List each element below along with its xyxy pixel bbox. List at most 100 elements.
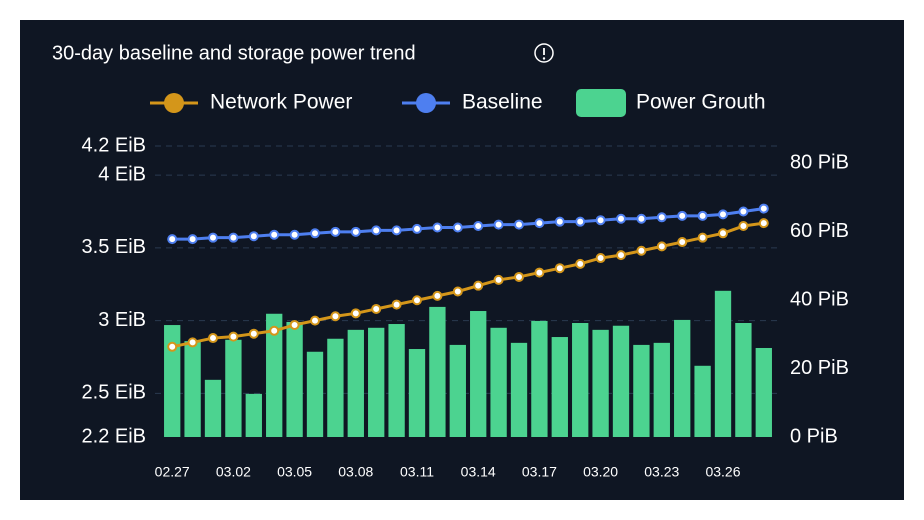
- bar: [592, 329, 609, 437]
- point: [758, 203, 769, 214]
- point: [514, 271, 524, 282]
- point: [432, 222, 443, 233]
- chart-title: 30-day baseline and storage power trend: [52, 42, 416, 64]
- point: [248, 231, 259, 242]
- point: [636, 245, 647, 256]
- point: [738, 221, 749, 232]
- point: [310, 228, 320, 239]
- point: [595, 215, 606, 226]
- bar: [368, 327, 385, 437]
- point: [269, 229, 280, 240]
- info-circle[interactable]: [534, 43, 554, 63]
- point: [330, 226, 341, 237]
- bar: [674, 319, 691, 437]
- point: [554, 216, 565, 227]
- bar: [633, 344, 650, 437]
- point: [534, 267, 545, 278]
- x-tick-label: 03.23: [644, 464, 679, 480]
- point: [208, 232, 218, 243]
- point: [697, 210, 708, 221]
- point: [616, 213, 626, 224]
- point: [208, 333, 218, 344]
- point: [310, 315, 320, 326]
- point: [371, 303, 382, 314]
- point: [391, 225, 402, 236]
- bar: [572, 322, 589, 437]
- point: [187, 234, 198, 245]
- plot: 2.2 EiB 2.5 EiB 3 EiB 3.5 EiB 4 EiB 4.2 EiB 0 …: [82, 134, 849, 479]
- bar: [347, 329, 364, 437]
- point: [656, 241, 667, 252]
- bar: [735, 322, 752, 437]
- point: [636, 213, 647, 224]
- bar: [327, 338, 344, 437]
- x-tick-label: 03.26: [705, 464, 740, 480]
- bar: [204, 379, 222, 437]
- point: [493, 219, 504, 230]
- bar: [694, 365, 711, 437]
- y2-tick-label: 80 PiB: [790, 151, 849, 173]
- y-tick-label: 3.5 EiB: [82, 236, 146, 258]
- bar: [551, 337, 568, 437]
- point: [473, 280, 484, 291]
- y-tick-label: 4.2 EiB: [82, 134, 146, 156]
- bar: [755, 347, 772, 437]
- x-tick-label: 03.14: [461, 464, 496, 480]
- point: [718, 209, 728, 220]
- y2-tick-label: 40 PiB: [790, 288, 849, 310]
- bar: [245, 393, 262, 437]
- legend-swatch: [576, 89, 626, 117]
- bar: [714, 290, 732, 437]
- bar: [388, 324, 405, 437]
- point: [575, 258, 586, 269]
- point: [391, 299, 402, 310]
- bar: [266, 313, 283, 437]
- point: [187, 337, 198, 348]
- x-tick-label: 03.02: [216, 464, 251, 480]
- point: [677, 237, 688, 248]
- bar: [531, 320, 548, 437]
- legend-label: Baseline: [462, 91, 543, 114]
- point: [452, 286, 463, 297]
- y2-tick-label: 0 PiB: [790, 425, 838, 447]
- point: [473, 221, 484, 232]
- bar: [164, 325, 181, 437]
- info-dot[interactable]: [542, 57, 546, 60]
- legend-label: Network Power: [210, 91, 352, 114]
- point: [330, 311, 341, 322]
- point: [228, 232, 239, 243]
- point: [758, 218, 769, 229]
- bar: [470, 311, 487, 437]
- legend: Network Power Baseline Power Grouth: [150, 89, 766, 117]
- point: [595, 253, 606, 264]
- bar: [225, 339, 242, 437]
- legend-marker: [164, 93, 184, 113]
- x-tick-label: 03.17: [522, 464, 557, 480]
- point: [412, 295, 422, 306]
- bar: [286, 321, 303, 437]
- point: [697, 232, 708, 243]
- y2-tick-label: 60 PiB: [790, 220, 849, 242]
- point: [575, 216, 586, 227]
- y-tick-label: 3 EiB: [98, 309, 146, 331]
- y-tick-label: 4 EiB: [98, 163, 146, 185]
- x-tick-label: 03.20: [583, 464, 618, 480]
- y2-tick-label: 20 PiB: [790, 357, 849, 379]
- point: [289, 319, 300, 330]
- bar: [429, 306, 446, 437]
- x-tick-label: 03.08: [338, 464, 373, 480]
- x-tick-label: 03.05: [277, 464, 312, 480]
- point: [248, 328, 259, 339]
- point: [493, 274, 504, 285]
- legend-label: Power Grouth: [636, 91, 766, 114]
- x-tick-label: 03.11: [400, 464, 434, 480]
- point: [432, 290, 443, 301]
- info-icon[interactable]: [534, 43, 554, 63]
- point: [167, 341, 178, 352]
- bar: [184, 341, 201, 437]
- point: [452, 222, 463, 233]
- bar: [510, 342, 528, 437]
- x-tick-label: 02.27: [155, 464, 190, 480]
- point: [371, 225, 382, 236]
